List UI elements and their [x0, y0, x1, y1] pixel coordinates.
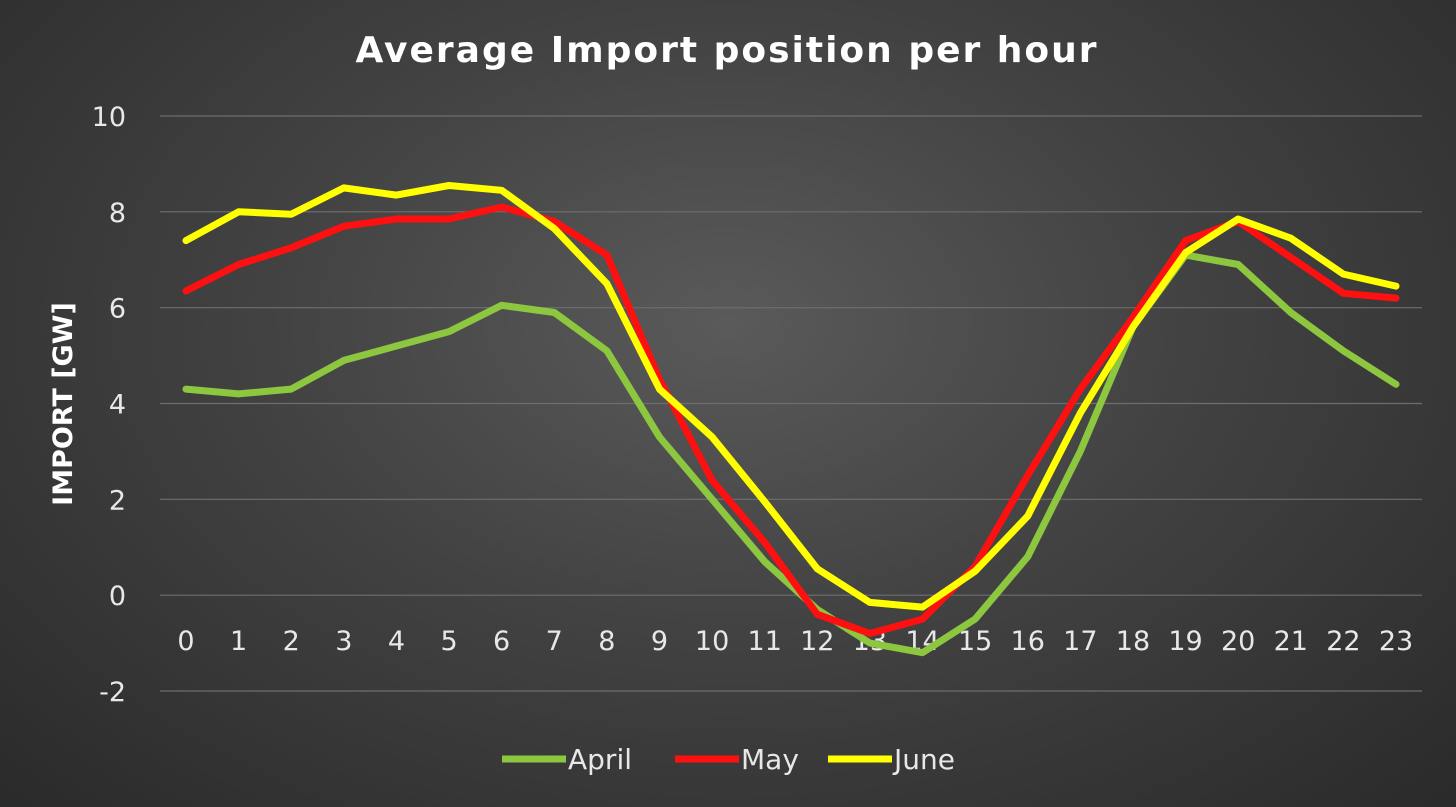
x-tick-label: 0 — [177, 626, 194, 657]
y-tick-label: 2 — [109, 485, 126, 516]
x-tick-label: 8 — [598, 626, 615, 657]
x-tick-label: 1 — [230, 626, 247, 657]
y-axis-ticks: -2 0 2 4 6 8 10 — [92, 102, 126, 708]
legend-item-june: June — [828, 743, 955, 776]
y-tick-label: 4 — [109, 390, 126, 421]
x-tick-label: 20 — [1221, 626, 1255, 657]
x-tick-label: 15 — [958, 626, 992, 657]
series-line-may — [182, 203, 1400, 637]
gridlines — [160, 115, 1422, 692]
x-tick-label: 21 — [1274, 626, 1308, 657]
x-tick-label: 16 — [1011, 626, 1045, 657]
legend: April May June — [502, 743, 955, 776]
x-tick-label: 3 — [335, 626, 352, 657]
x-tick-label: 7 — [546, 626, 563, 657]
x-tick-label: 11 — [748, 626, 782, 657]
x-tick-label: 19 — [1168, 626, 1202, 657]
x-tick-label: 6 — [493, 626, 510, 657]
y-tick-label: 8 — [109, 198, 126, 229]
x-tick-label: 9 — [651, 626, 668, 657]
x-tick-label: 18 — [1116, 626, 1150, 657]
legend-item-may: May — [675, 743, 799, 776]
y-tick-label: 0 — [109, 581, 126, 612]
series-line-june — [182, 182, 1400, 611]
x-tick-label: 10 — [695, 626, 729, 657]
x-tick-label: 23 — [1379, 626, 1413, 657]
series-lines — [182, 182, 1400, 657]
legend-label: April — [568, 743, 632, 776]
x-tick-label: 17 — [1063, 626, 1097, 657]
x-axis-ticks: 0 1 2 3 4 5 6 7 8 9 10 11 12 13 14 15 16 17 18 19 20 21 22 23 — [177, 626, 1413, 657]
x-tick-label: 5 — [440, 626, 457, 657]
x-tick-label: 4 — [388, 626, 405, 657]
x-tick-label: 22 — [1326, 626, 1360, 657]
y-tick-label: 6 — [109, 294, 126, 325]
x-tick-label: 2 — [283, 626, 300, 657]
chart-title: Average Import position per hour — [355, 30, 1098, 71]
series-line-april — [182, 251, 1400, 657]
y-axis-label: IMPORT [GW] — [48, 302, 79, 506]
y-tick-label: 10 — [92, 102, 126, 133]
y-tick-label: -2 — [99, 677, 126, 708]
legend-label: May — [741, 743, 799, 776]
legend-label: June — [892, 743, 955, 776]
x-tick-label: 12 — [800, 626, 834, 657]
legend-item-april: April — [502, 743, 632, 776]
